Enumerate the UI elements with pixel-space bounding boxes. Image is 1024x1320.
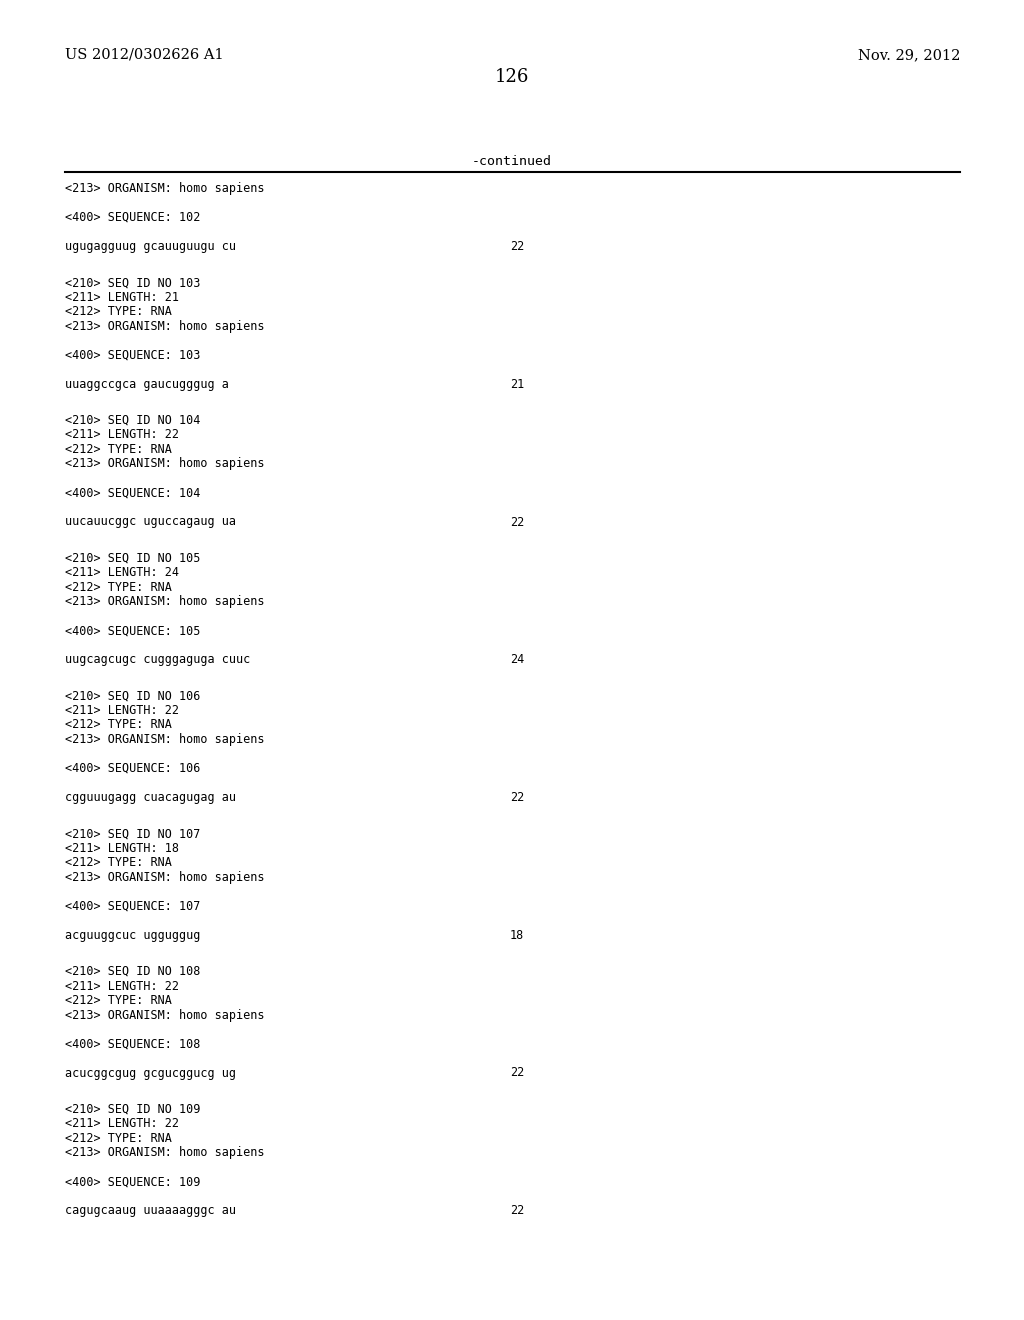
Text: <400> SEQUENCE: 106: <400> SEQUENCE: 106 [65,762,201,775]
Text: <213> ORGANISM: homo sapiens: <213> ORGANISM: homo sapiens [65,595,264,609]
Text: <212> TYPE: RNA: <212> TYPE: RNA [65,581,172,594]
Text: <213> ORGANISM: homo sapiens: <213> ORGANISM: homo sapiens [65,1146,264,1159]
Text: <211> LENGTH: 22: <211> LENGTH: 22 [65,979,179,993]
Text: uucauucggc uguccagaug ua: uucauucggc uguccagaug ua [65,516,236,528]
Text: 22: 22 [510,1067,524,1080]
Text: acucggcgug gcgucggucg ug: acucggcgug gcgucggucg ug [65,1067,236,1080]
Text: <213> ORGANISM: homo sapiens: <213> ORGANISM: homo sapiens [65,458,264,470]
Text: <210> SEQ ID NO 108: <210> SEQ ID NO 108 [65,965,201,978]
Text: cgguuugagg cuacagugag au: cgguuugagg cuacagugag au [65,791,236,804]
Text: <211> LENGTH: 21: <211> LENGTH: 21 [65,290,179,304]
Text: <213> ORGANISM: homo sapiens: <213> ORGANISM: homo sapiens [65,871,264,884]
Text: 22: 22 [510,516,524,528]
Text: <212> TYPE: RNA: <212> TYPE: RNA [65,994,172,1007]
Text: <400> SEQUENCE: 104: <400> SEQUENCE: 104 [65,487,201,499]
Text: 22: 22 [510,240,524,253]
Text: <210> SEQ ID NO 104: <210> SEQ ID NO 104 [65,414,201,426]
Text: <400> SEQUENCE: 107: <400> SEQUENCE: 107 [65,900,201,912]
Text: <213> ORGANISM: homo sapiens: <213> ORGANISM: homo sapiens [65,1008,264,1022]
Text: 18: 18 [510,929,524,941]
Text: ugugagguug gcauuguugu cu: ugugagguug gcauuguugu cu [65,240,236,253]
Text: 22: 22 [510,791,524,804]
Text: uugcagcugc cugggaguga cuuc: uugcagcugc cugggaguga cuuc [65,653,250,667]
Text: <211> LENGTH: 22: <211> LENGTH: 22 [65,704,179,717]
Text: <211> LENGTH: 22: <211> LENGTH: 22 [65,429,179,441]
Text: uuaggccgca gaucugggug a: uuaggccgca gaucugggug a [65,378,229,391]
Text: <211> LENGTH: 18: <211> LENGTH: 18 [65,842,179,855]
Text: <210> SEQ ID NO 109: <210> SEQ ID NO 109 [65,1102,201,1115]
Text: <213> ORGANISM: homo sapiens: <213> ORGANISM: homo sapiens [65,733,264,746]
Text: 126: 126 [495,69,529,86]
Text: <210> SEQ ID NO 105: <210> SEQ ID NO 105 [65,552,201,565]
Text: 24: 24 [510,653,524,667]
Text: Nov. 29, 2012: Nov. 29, 2012 [858,48,961,62]
Text: <212> TYPE: RNA: <212> TYPE: RNA [65,857,172,870]
Text: <212> TYPE: RNA: <212> TYPE: RNA [65,305,172,318]
Text: 21: 21 [510,378,524,391]
Text: <400> SEQUENCE: 108: <400> SEQUENCE: 108 [65,1038,201,1051]
Text: <212> TYPE: RNA: <212> TYPE: RNA [65,1131,172,1144]
Text: acguuggcuc ugguggug: acguuggcuc ugguggug [65,929,201,941]
Text: <400> SEQUENCE: 109: <400> SEQUENCE: 109 [65,1175,201,1188]
Text: <212> TYPE: RNA: <212> TYPE: RNA [65,444,172,455]
Text: <211> LENGTH: 22: <211> LENGTH: 22 [65,1117,179,1130]
Text: <400> SEQUENCE: 103: <400> SEQUENCE: 103 [65,348,201,362]
Text: <210> SEQ ID NO 103: <210> SEQ ID NO 103 [65,276,201,289]
Text: <212> TYPE: RNA: <212> TYPE: RNA [65,718,172,731]
Text: cagugcaaug uuaaaagggc au: cagugcaaug uuaaaagggc au [65,1204,236,1217]
Text: <213> ORGANISM: homo sapiens: <213> ORGANISM: homo sapiens [65,319,264,333]
Text: <400> SEQUENCE: 105: <400> SEQUENCE: 105 [65,624,201,638]
Text: <211> LENGTH: 24: <211> LENGTH: 24 [65,566,179,579]
Text: <210> SEQ ID NO 107: <210> SEQ ID NO 107 [65,828,201,841]
Text: -continued: -continued [472,154,552,168]
Text: <213> ORGANISM: homo sapiens: <213> ORGANISM: homo sapiens [65,182,264,195]
Text: <210> SEQ ID NO 106: <210> SEQ ID NO 106 [65,689,201,702]
Text: <400> SEQUENCE: 102: <400> SEQUENCE: 102 [65,211,201,224]
Text: US 2012/0302626 A1: US 2012/0302626 A1 [65,48,223,62]
Text: 22: 22 [510,1204,524,1217]
